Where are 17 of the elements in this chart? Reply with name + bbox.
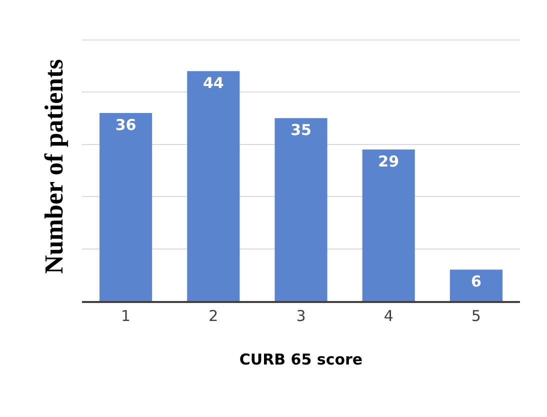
bar — [274, 118, 328, 301]
bar — [362, 150, 415, 301]
x-tick-label: 4 — [384, 307, 394, 325]
x-tick-label: 2 — [208, 307, 218, 325]
x-axis-title: CURB 65 score — [239, 350, 363, 368]
data-label: 44 — [202, 74, 224, 92]
data-label: 36 — [115, 116, 136, 134]
x-tick-label: 3 — [296, 307, 306, 325]
data-label: 6 — [470, 272, 482, 291]
bar — [187, 71, 240, 301]
bar — [100, 112, 152, 301]
x-tick-label: 1 — [121, 307, 131, 325]
data-label: 29 — [378, 152, 400, 171]
data-label: 35 — [290, 121, 312, 140]
y-axis-title: Number of patients — [39, 59, 68, 274]
x-tick-label: 5 — [471, 307, 481, 325]
bar — [450, 270, 502, 301]
